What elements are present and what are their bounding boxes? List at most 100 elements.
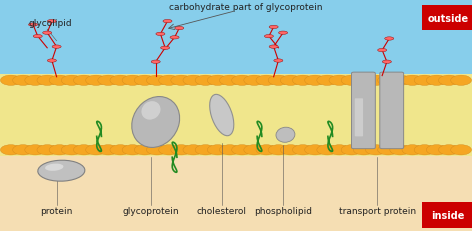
Ellipse shape [45, 164, 64, 171]
Circle shape [438, 76, 459, 86]
Circle shape [0, 145, 21, 155]
Text: cholesterol: cholesterol [197, 206, 247, 215]
Circle shape [134, 76, 155, 86]
Ellipse shape [279, 32, 288, 35]
Circle shape [110, 145, 131, 155]
Circle shape [414, 145, 435, 155]
Circle shape [171, 76, 191, 86]
Circle shape [256, 145, 277, 155]
Circle shape [232, 145, 253, 155]
Ellipse shape [385, 38, 394, 41]
Ellipse shape [175, 27, 184, 30]
Ellipse shape [38, 161, 85, 181]
Circle shape [49, 76, 70, 86]
Circle shape [317, 76, 337, 86]
Circle shape [13, 76, 33, 86]
Ellipse shape [276, 128, 295, 143]
FancyBboxPatch shape [0, 143, 472, 231]
Circle shape [122, 145, 143, 155]
Ellipse shape [28, 24, 37, 27]
FancyBboxPatch shape [380, 73, 404, 149]
Circle shape [390, 76, 410, 86]
Ellipse shape [47, 20, 56, 24]
Text: glycoprotein: glycoprotein [123, 206, 179, 215]
Ellipse shape [383, 61, 392, 64]
Circle shape [219, 145, 240, 155]
Ellipse shape [161, 47, 170, 50]
Circle shape [146, 145, 167, 155]
Circle shape [195, 76, 216, 86]
Circle shape [86, 145, 106, 155]
Ellipse shape [269, 46, 278, 49]
Ellipse shape [33, 35, 42, 39]
Circle shape [146, 76, 167, 86]
Circle shape [329, 145, 350, 155]
Circle shape [268, 76, 289, 86]
Circle shape [207, 76, 228, 86]
Circle shape [73, 76, 94, 86]
Circle shape [268, 145, 289, 155]
Circle shape [61, 145, 82, 155]
Ellipse shape [151, 61, 160, 64]
Circle shape [171, 145, 191, 155]
Ellipse shape [132, 97, 180, 148]
Ellipse shape [47, 60, 56, 63]
Circle shape [195, 145, 216, 155]
FancyBboxPatch shape [422, 202, 474, 228]
Circle shape [426, 145, 447, 155]
Circle shape [365, 76, 386, 86]
Circle shape [244, 76, 264, 86]
Text: glycolipid: glycolipid [28, 19, 72, 28]
Circle shape [438, 145, 459, 155]
Circle shape [365, 145, 386, 155]
Circle shape [402, 145, 423, 155]
Circle shape [341, 145, 362, 155]
Ellipse shape [274, 60, 283, 63]
Circle shape [207, 145, 228, 155]
Circle shape [305, 145, 326, 155]
Circle shape [292, 145, 313, 155]
Circle shape [280, 76, 301, 86]
Text: protein: protein [40, 206, 73, 215]
Circle shape [451, 76, 472, 86]
Circle shape [378, 76, 399, 86]
Circle shape [98, 76, 118, 86]
Circle shape [329, 76, 350, 86]
Circle shape [317, 145, 337, 155]
Circle shape [292, 76, 313, 86]
FancyBboxPatch shape [0, 0, 472, 148]
Ellipse shape [156, 33, 165, 36]
Circle shape [159, 76, 180, 86]
Circle shape [353, 76, 374, 86]
Circle shape [353, 145, 374, 155]
Ellipse shape [264, 35, 273, 39]
Circle shape [25, 76, 46, 86]
Text: carbohydrate part of glycoprotein: carbohydrate part of glycoprotein [169, 3, 322, 12]
FancyBboxPatch shape [355, 99, 363, 137]
Ellipse shape [141, 102, 161, 120]
Circle shape [13, 145, 33, 155]
Circle shape [280, 145, 301, 155]
FancyBboxPatch shape [352, 73, 375, 149]
Circle shape [341, 76, 362, 86]
Circle shape [73, 145, 94, 155]
Circle shape [110, 76, 131, 86]
Circle shape [122, 76, 143, 86]
Ellipse shape [378, 49, 387, 52]
Circle shape [37, 76, 58, 86]
Ellipse shape [170, 36, 179, 40]
Circle shape [402, 76, 423, 86]
Circle shape [244, 145, 264, 155]
Ellipse shape [163, 20, 172, 24]
Text: transport protein: transport protein [339, 206, 416, 215]
FancyBboxPatch shape [0, 75, 472, 156]
Circle shape [183, 145, 204, 155]
Circle shape [305, 76, 326, 86]
Ellipse shape [210, 95, 234, 136]
Circle shape [159, 145, 180, 155]
Ellipse shape [269, 26, 278, 29]
Circle shape [25, 145, 46, 155]
Circle shape [37, 145, 58, 155]
Circle shape [390, 145, 410, 155]
Circle shape [61, 76, 82, 86]
